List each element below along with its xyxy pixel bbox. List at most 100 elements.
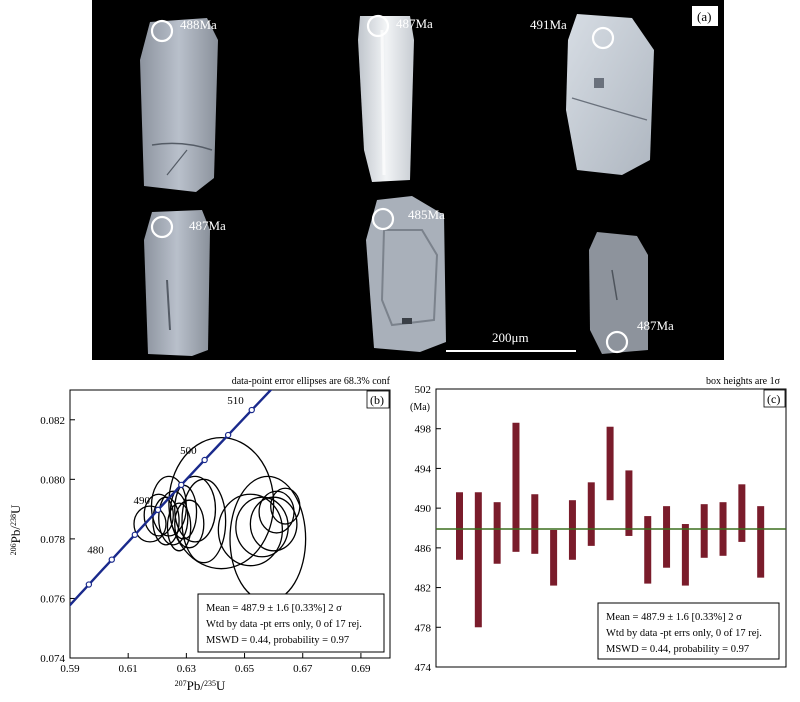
y-tick-label: 482 bbox=[415, 583, 432, 595]
concordia-age-marker bbox=[178, 481, 185, 489]
y-axis-label: 206Pb/238U bbox=[8, 504, 23, 555]
ellipse-note: data-point error ellipses are 68.3% conf bbox=[232, 376, 391, 387]
age-error-bar bbox=[681, 524, 689, 586]
weighted-mean-chart: box heights are 1σ 474 478 482 486 490 494 498… bbox=[410, 376, 787, 674]
age-error-bar bbox=[456, 492, 463, 560]
plot-frame bbox=[435, 388, 787, 668]
concordia-age-marker bbox=[201, 456, 208, 464]
error-ellipse bbox=[249, 496, 298, 552]
concordia-age-marker bbox=[131, 531, 139, 538]
stats-box bbox=[197, 593, 385, 653]
concordia-age-label: 500 bbox=[180, 445, 197, 457]
concordia-chart: data-point error ellipses are 68.3% conf… bbox=[8, 376, 391, 693]
concordia-age-marker bbox=[85, 581, 93, 588]
concordia-age-marker bbox=[154, 506, 162, 514]
y-tick-label: 490 bbox=[415, 503, 432, 515]
x-tick-label: 0.65 bbox=[235, 663, 255, 675]
y-tick-label: 498 bbox=[415, 424, 432, 436]
x-tick-label: 0.63 bbox=[177, 663, 197, 675]
age-error-bar bbox=[663, 506, 671, 568]
age-label: 487Ma bbox=[189, 218, 226, 233]
concordia-age-marker bbox=[224, 431, 232, 439]
weighted-mean-panel: box heights are 1σ 474 478 482 486 490 494 498… bbox=[400, 370, 800, 697]
concordia-age-marker bbox=[108, 556, 115, 563]
concordia-age-label: 490 bbox=[133, 495, 150, 507]
concordia-panel: data-point error ellipses are 68.3% conf… bbox=[0, 370, 400, 697]
stats-weight: Wtd by data -pt errs only, 0 of 17 rej. bbox=[206, 619, 362, 630]
analysis-spot bbox=[371, 207, 395, 231]
age-error-bar bbox=[738, 484, 746, 542]
panel-label: (b) bbox=[370, 393, 384, 407]
cl-image-panel: 488Ma 487Ma 491Ma 487Ma 485Ma 487Ma 200μ… bbox=[92, 0, 724, 360]
box-height-note: box heights are 1σ bbox=[706, 376, 781, 387]
error-ellipse bbox=[143, 493, 174, 537]
stats-weight: Wtd by data -pt errs only, 0 of 17 rej. bbox=[606, 628, 762, 639]
y-tick-label: 0.078 bbox=[40, 534, 65, 546]
zircon-cl-image: 488Ma 487Ma 491Ma 487Ma 485Ma 487Ma 200μ… bbox=[140, 6, 718, 356]
zircon-grain bbox=[589, 232, 648, 354]
age-error-bar bbox=[625, 470, 633, 536]
concordia-age-label: 510 bbox=[227, 395, 244, 407]
age-error-bar bbox=[757, 506, 765, 578]
x-tick-label: 0.61 bbox=[119, 663, 138, 675]
x-tick-label: 0.69 bbox=[351, 663, 371, 675]
age-error-bar bbox=[474, 492, 482, 628]
panel-label-box bbox=[692, 6, 718, 26]
analysis-spot bbox=[591, 26, 615, 50]
panel-label: (a) bbox=[697, 9, 711, 24]
zircon-grain bbox=[358, 16, 414, 182]
error-ellipse bbox=[152, 496, 180, 546]
error-ellipse bbox=[168, 436, 275, 570]
x-tick-label: 0.59 bbox=[60, 663, 80, 675]
age-error-bar bbox=[550, 529, 558, 586]
analysis-spot bbox=[150, 215, 174, 239]
age-error-bar bbox=[606, 426, 614, 501]
panel-label-box bbox=[763, 389, 786, 408]
x-tick-label: 0.67 bbox=[293, 663, 313, 675]
error-ellipse bbox=[174, 475, 217, 543]
error-ellipse bbox=[166, 502, 192, 552]
age-label: 488Ma bbox=[180, 17, 217, 32]
age-error-bar bbox=[644, 516, 652, 584]
age-label: 485Ma bbox=[408, 207, 445, 222]
scale-bar-label: 200μm bbox=[492, 330, 529, 345]
age-label: 491Ma bbox=[530, 17, 567, 32]
y-tick-label: 0.080 bbox=[40, 474, 65, 486]
plot-frame bbox=[69, 389, 391, 659]
panel-label-box bbox=[366, 390, 390, 409]
stats-mean: Mean = 487.9 ± 1.6 [0.33%] 2 σ bbox=[606, 612, 742, 623]
y-tick-label: 0.076 bbox=[40, 593, 65, 605]
age-label: 487Ma bbox=[637, 318, 674, 333]
age-label: 487Ma bbox=[396, 16, 433, 31]
age-error-bar bbox=[512, 422, 520, 552]
zircon-grain bbox=[144, 210, 210, 356]
y-tick-label: 0.082 bbox=[40, 415, 65, 427]
analysis-spot bbox=[366, 14, 390, 38]
error-ellipse bbox=[150, 475, 188, 537]
error-ellipse bbox=[133, 505, 167, 543]
error-ellipse bbox=[229, 475, 307, 603]
analysis-spot bbox=[150, 19, 174, 43]
stats-box bbox=[597, 602, 780, 660]
age-error-bar bbox=[700, 504, 708, 558]
y-tick-label: 486 bbox=[415, 543, 432, 555]
stats-mswd: MSWD = 0.44, probability = 0.97 bbox=[606, 644, 749, 655]
y-tick-label: 494 bbox=[415, 463, 432, 475]
y-tick-label: 502 bbox=[415, 384, 432, 396]
error-ellipse bbox=[158, 490, 189, 546]
zircon-grain bbox=[566, 14, 654, 175]
error-ellipse bbox=[217, 493, 284, 567]
age-error-bar bbox=[531, 494, 539, 554]
stats-mean: Mean = 487.9 ± 1.6 [0.33%] 2 σ bbox=[206, 603, 342, 614]
error-ellipse bbox=[174, 499, 205, 549]
y-axis-unit: (Ma) bbox=[410, 402, 430, 413]
age-error-bar bbox=[587, 482, 595, 546]
analysis-spot bbox=[605, 330, 629, 354]
y-tick-label: 474 bbox=[415, 662, 432, 674]
stats-mswd: MSWD = 0.44, probability = 0.97 bbox=[206, 635, 349, 646]
y-tick-label: 0.074 bbox=[40, 653, 65, 665]
zircon-grain bbox=[140, 18, 218, 192]
age-error-bar bbox=[493, 502, 501, 564]
panel-label: (c) bbox=[767, 392, 780, 406]
concordia-age-label: 480 bbox=[87, 545, 104, 557]
